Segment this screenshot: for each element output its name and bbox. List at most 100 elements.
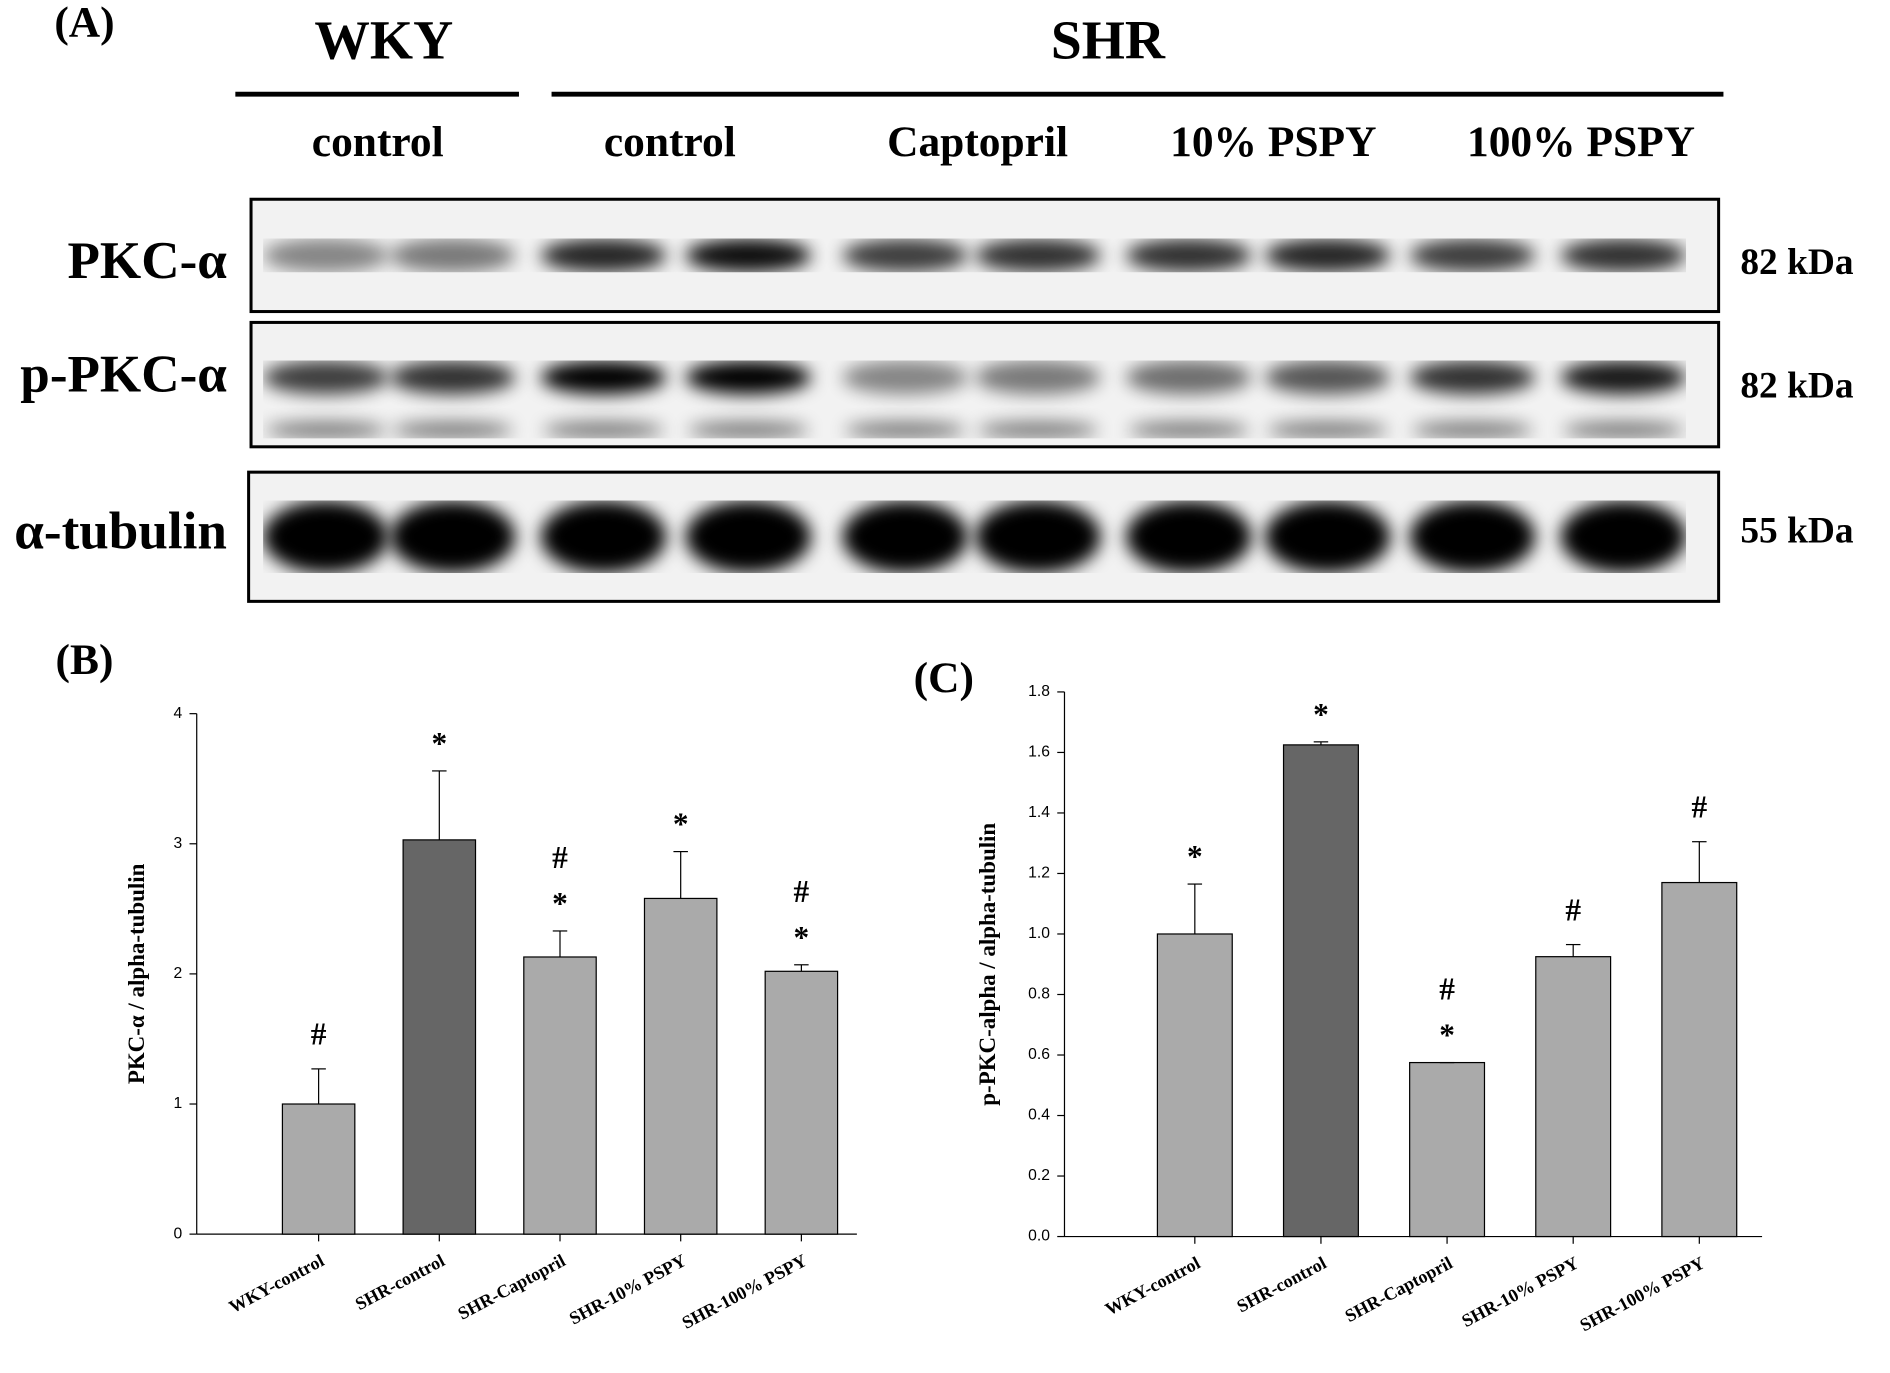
bar [1661, 881, 1738, 1238]
y-tick-label: 0.2 [1028, 1167, 1050, 1184]
blot-frame [247, 470, 1721, 603]
blot-band [1126, 360, 1252, 394]
size-label: 82 kDa [1740, 365, 1854, 406]
y-tick-label: 3 [174, 835, 183, 852]
y-axis-label: PKC-α / alpha-tubulin [124, 863, 149, 1084]
y-tick-label: 1.4 [1028, 804, 1050, 821]
blot-band [686, 360, 812, 394]
bar [643, 897, 718, 1235]
panel-label: (B) [56, 636, 114, 684]
blot-band [1410, 501, 1536, 573]
blot-band [390, 238, 516, 272]
y-tick-label: 1.0 [1028, 925, 1050, 942]
blot-band [263, 238, 389, 272]
protein-label: PKC-α [68, 232, 228, 290]
blot-band [1265, 501, 1391, 573]
bar [281, 1103, 356, 1235]
blot-band [1410, 360, 1536, 394]
blot-frame [249, 320, 1721, 449]
blot-band [263, 501, 389, 573]
size-label: 82 kDa [1740, 242, 1854, 283]
blot-band [975, 501, 1101, 573]
blot-band [1561, 360, 1687, 394]
blot-band [1267, 421, 1388, 438]
blot-band [543, 421, 664, 438]
significance-mark: # [1691, 790, 1707, 825]
blot-band [1126, 501, 1252, 573]
protein-label: α-tubulin [14, 502, 227, 560]
significance-mark: * [1439, 1018, 1455, 1053]
x-tick-label: SHR-100% PSPY [1577, 1253, 1708, 1336]
blot-band [686, 501, 812, 573]
x-tick-label: SHR-10% PSPY [566, 1250, 689, 1328]
blot-band [1126, 238, 1252, 272]
x-tick-label: SHR-control [352, 1250, 448, 1314]
blot-bands [263, 501, 1686, 573]
y-tick-label: 0.8 [1028, 986, 1050, 1003]
significance-mark: # [1565, 892, 1581, 927]
significance-mark: * [552, 886, 568, 921]
blot-band [390, 501, 516, 573]
significance-mark: # [311, 1017, 327, 1052]
blot-band [1265, 238, 1391, 272]
blot-band [975, 238, 1101, 272]
blot-band [975, 360, 1101, 394]
bar [764, 970, 839, 1235]
blot-band [266, 421, 387, 438]
bar [1156, 933, 1233, 1238]
blot-images [247, 197, 1721, 603]
y-axis-label: p-PKC-alpha / alpha-tubulin [975, 823, 1000, 1106]
significance-mark: # [794, 874, 810, 909]
x-tick-label: SHR-Captopril [455, 1250, 569, 1323]
y-tick-label: 1.6 [1028, 744, 1050, 761]
strain-label: WKY [314, 11, 453, 72]
blot-frame [249, 197, 1721, 314]
treatment-label: control [312, 118, 444, 166]
x-tick-label: WKY-control [226, 1250, 328, 1317]
significance-mark: # [552, 840, 568, 875]
x-tick-label: SHR-Captopril [1342, 1253, 1456, 1326]
size-label: 55 kDa [1740, 510, 1854, 551]
y-tick-label: 1 [174, 1095, 183, 1112]
blot-band [842, 360, 968, 394]
significance-mark: # [1439, 972, 1455, 1007]
significance-mark: * [1187, 839, 1203, 874]
blot-band [845, 421, 966, 438]
bar [1409, 1061, 1486, 1238]
x-tick-label: SHR-10% PSPY [1458, 1253, 1581, 1331]
panel-label: (C) [914, 654, 974, 702]
y-tick-label: 0.0 [1028, 1228, 1050, 1245]
treatment-label: 10% PSPY [1170, 118, 1376, 166]
blot-band [686, 238, 812, 272]
y-tick-label: 1.8 [1028, 683, 1050, 700]
blot-band [541, 238, 667, 272]
strain-label: SHR [1051, 11, 1166, 72]
blot-band [1561, 238, 1687, 272]
x-tick-label: SHR-100% PSPY [679, 1250, 810, 1333]
bar [1282, 744, 1359, 1238]
significance-mark: * [1313, 697, 1329, 732]
y-tick-label: 2 [174, 965, 183, 982]
blot-band [392, 421, 513, 438]
y-tick-label: 0.4 [1028, 1107, 1050, 1124]
bar [1535, 956, 1612, 1238]
blot-band [842, 501, 968, 573]
significance-mark: * [673, 807, 689, 842]
blot-band [1412, 421, 1533, 438]
treatment-label: Captopril [887, 118, 1068, 166]
blot-band [263, 360, 389, 394]
blot-band [1265, 360, 1391, 394]
blot-band [541, 501, 667, 573]
blot-bands [263, 238, 1686, 272]
treatment-label: control [604, 118, 736, 166]
x-tick-label: SHR-control [1234, 1253, 1330, 1317]
blot-band [1563, 421, 1684, 438]
blot-band [541, 360, 667, 394]
y-tick-label: 0.6 [1028, 1046, 1050, 1063]
protein-label: p-PKC-α [20, 345, 227, 403]
blot-band [978, 421, 1099, 438]
bar [523, 956, 597, 1235]
bar [402, 839, 477, 1235]
blot-band [842, 238, 968, 272]
